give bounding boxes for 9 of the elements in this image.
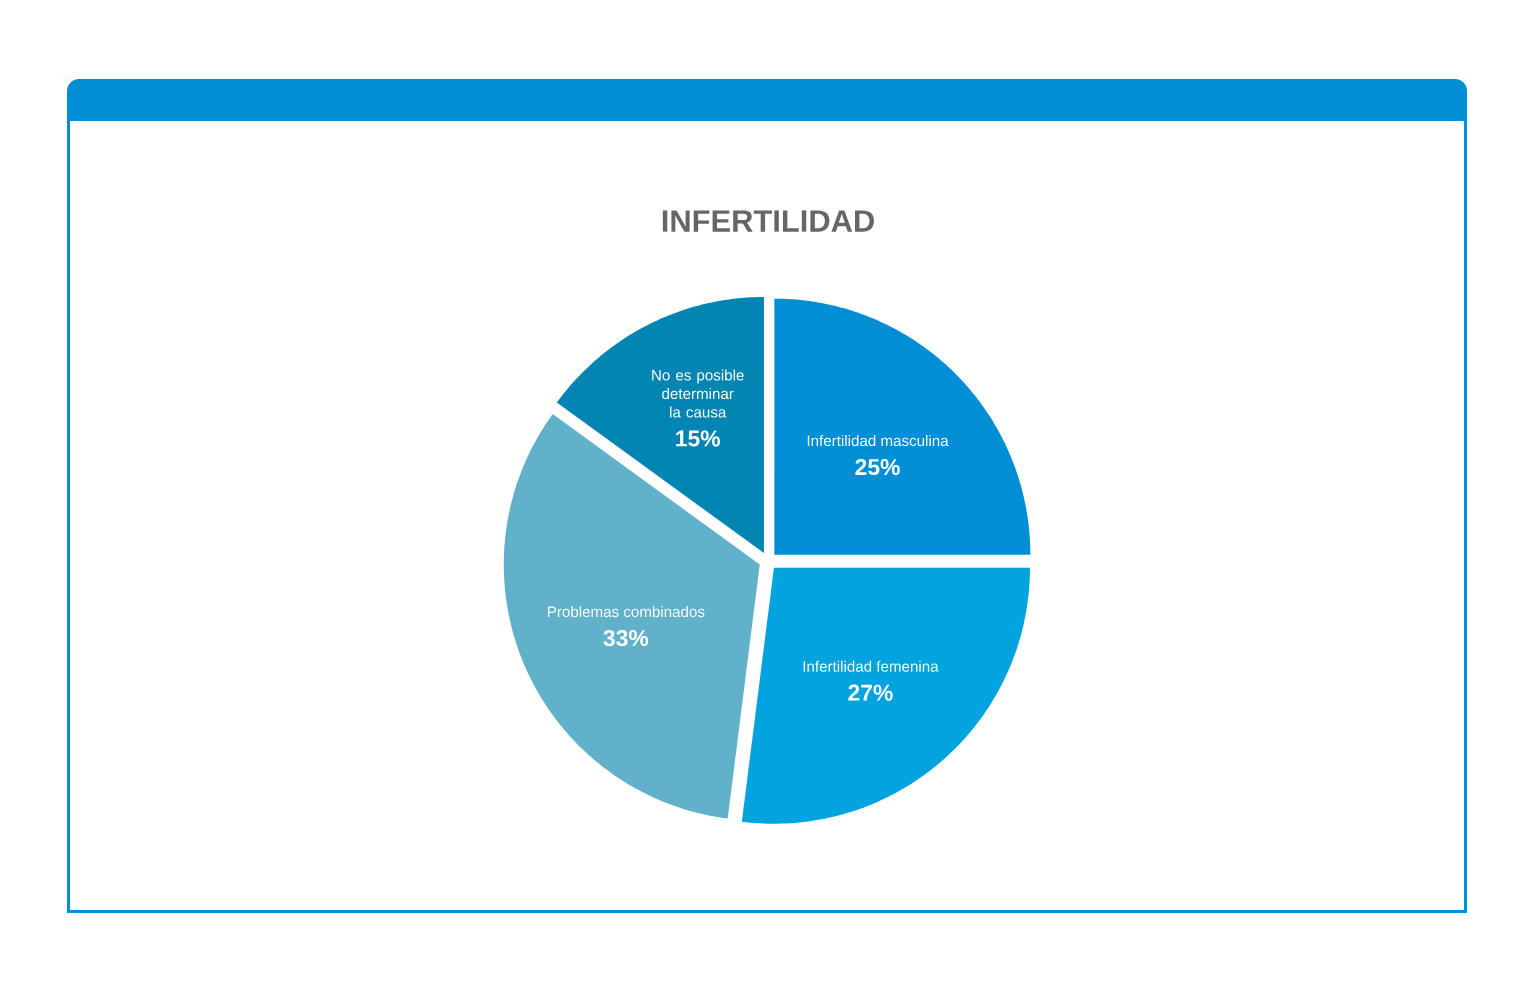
slice-label: No es posible determinar la causa [652, 369, 744, 418]
slice-label: Problemas combinados [547, 606, 705, 618]
slice-label: Infertilidad masculina [807, 434, 949, 447]
chart-title: INFERTILIDAD [662, 210, 874, 232]
data-label: 33% [603, 629, 649, 647]
slice-label: Infertilidad femenina [803, 660, 939, 672]
data-label: 27% [848, 684, 893, 701]
data-label: 15% [676, 430, 720, 447]
data-label: 25% [855, 458, 900, 476]
